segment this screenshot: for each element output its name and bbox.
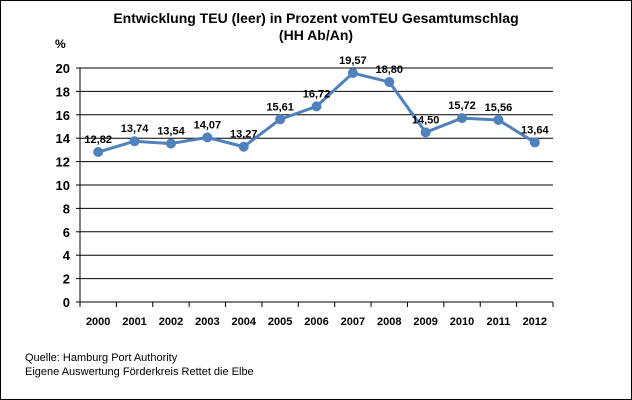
data-point [420,127,431,138]
data-label: 15,56 [485,102,513,114]
data-point [384,77,395,88]
data-point [493,114,504,125]
data-label: 16,72 [303,88,331,100]
source-note: Quelle: Hamburg Port Authority Eigene Au… [25,351,254,379]
data-label: 15,72 [448,100,476,112]
data-label: 13,54 [157,126,185,138]
chart-title-line2: (HH Ab/An) [278,27,354,43]
data-point [275,114,286,125]
data-label: 13,74 [121,123,149,135]
data-point [238,141,249,152]
data-point [457,113,468,124]
data-label: 15,61 [266,101,294,113]
y-tick-label: 6 [63,225,70,240]
x-tick-label: 2008 [377,316,401,328]
y-axis-unit-label: % [55,37,66,51]
chart-title: Entwicklung TEU (leer) in Prozent vomTEU… [0,10,632,44]
x-tick-label: 2002 [159,316,183,328]
data-label: 13,27 [230,129,258,141]
data-point [165,138,176,149]
x-tick-label: 2003 [195,316,219,328]
y-tick-label: 18 [56,84,70,99]
x-tick-label: 2012 [523,316,547,328]
y-tick-label: 0 [63,295,70,310]
y-tick-label: 16 [56,108,70,123]
y-tick-label: 10 [56,178,70,193]
x-tick-label: 2009 [413,316,437,328]
data-label: 19,57 [339,55,367,67]
data-point [93,147,104,158]
x-tick-label: 2001 [122,316,146,328]
x-tick-label: 2004 [231,316,256,328]
x-tick-label: 2006 [304,316,328,328]
source-line1: Quelle: Hamburg Port Authority [25,352,178,364]
data-point [202,132,213,143]
data-label: 18,80 [376,64,404,76]
y-tick-label: 8 [63,201,70,216]
y-tick-label: 14 [56,131,71,146]
data-point [347,68,358,79]
x-tick-label: 2007 [341,316,365,328]
y-tick-label: 2 [63,272,70,287]
source-line2: Eigene Auswertung Förderkreis Rettet die… [25,366,254,378]
y-tick-label: 20 [56,61,70,76]
data-label: 14,07 [194,119,222,131]
x-tick-label: 2011 [486,316,510,328]
y-tick-label: 12 [56,155,70,170]
data-point [529,137,540,148]
data-point [129,136,140,147]
y-tick-label: 4 [63,248,71,263]
x-tick-label: 2010 [450,316,474,328]
data-label: 13,64 [521,124,549,136]
data-label: 14,50 [412,114,440,126]
series-line [97,71,536,154]
chart-title-line1: Entwicklung TEU (leer) in Prozent vomTEU… [113,10,519,26]
x-tick-label: 2000 [86,316,110,328]
data-label: 12,82 [84,134,112,146]
data-point [311,101,322,112]
x-tick-label: 2005 [268,316,292,328]
